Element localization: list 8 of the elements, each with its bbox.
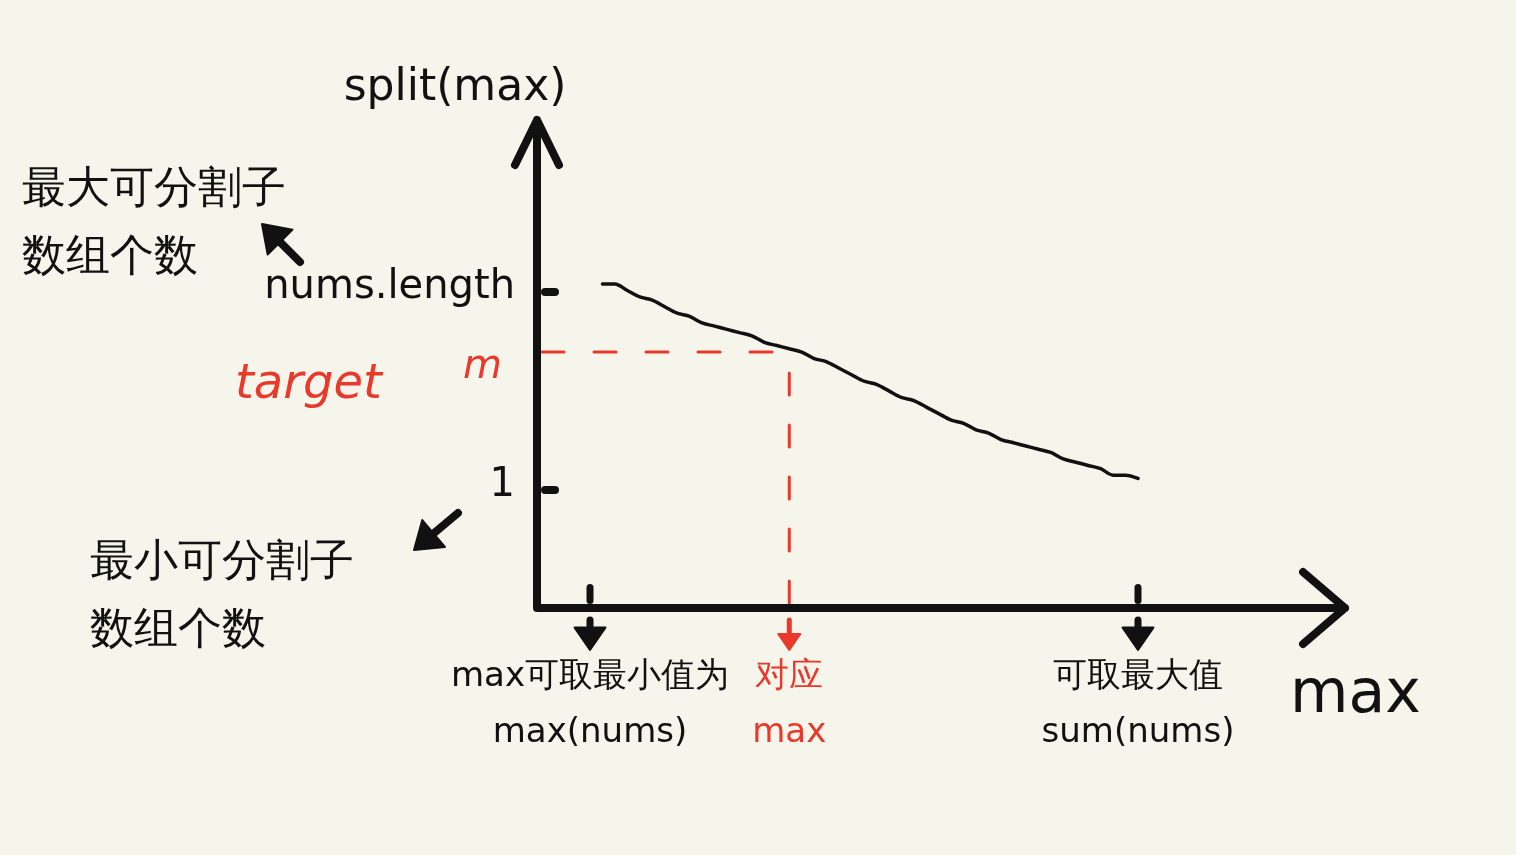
text: 最小可分割子数组个数 <box>90 534 354 653</box>
x-axis-title: max <box>1290 656 1421 726</box>
x-tick-label: 可取最大值sum(nums) <box>1041 654 1235 750</box>
text: 1 <box>489 459 515 505</box>
y-axis-title: split(max) <box>343 59 567 110</box>
x-tick-label: max可取最小值为max(nums) <box>450 654 730 750</box>
x-tick-label: 对应 max <box>752 654 827 750</box>
text: target m <box>235 341 502 410</box>
